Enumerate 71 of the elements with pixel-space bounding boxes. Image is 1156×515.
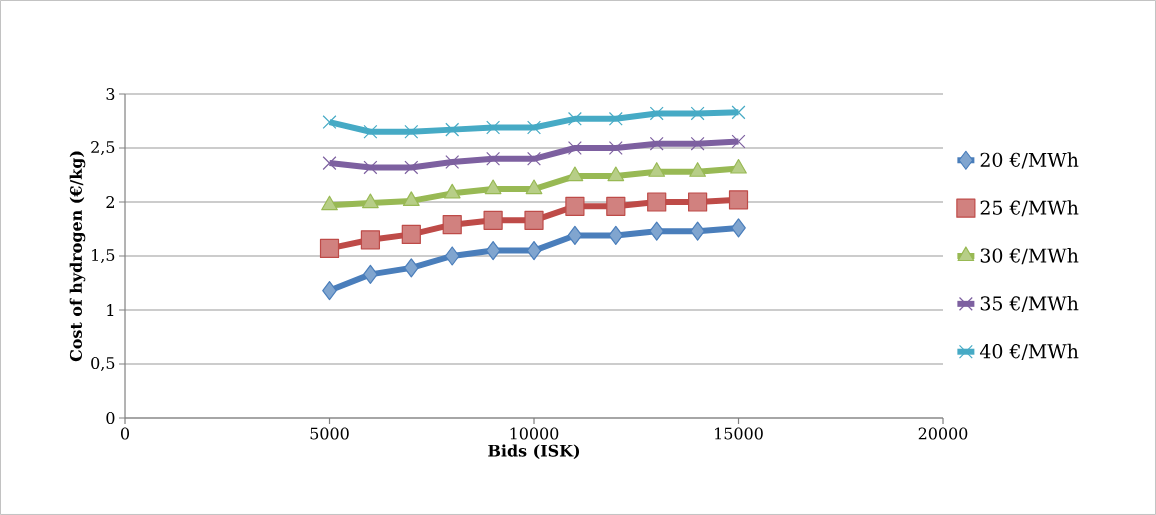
point [728, 190, 749, 210]
point [566, 166, 584, 182]
y-tick-label: 1 [107, 304, 114, 316]
point [567, 225, 583, 246]
point [731, 218, 746, 238]
point [607, 166, 625, 182]
point [363, 160, 378, 175]
x-tick-label: 0 [120, 427, 130, 440]
point [363, 264, 378, 284]
point [690, 106, 705, 121]
y-tick-label: 3 [106, 87, 115, 101]
point [606, 196, 626, 216]
point [445, 122, 460, 137]
legend-label: 35 €/MWh [980, 295, 1079, 313]
x-tick-label: 20000 [918, 427, 968, 440]
point [486, 151, 501, 166]
point [321, 195, 338, 211]
point [322, 115, 337, 130]
legend-label: 20 €/MWh [980, 152, 1079, 169]
point [404, 160, 419, 175]
point [486, 120, 501, 135]
point [444, 246, 460, 266]
point [360, 230, 381, 250]
point [322, 280, 337, 301]
y-tick-label: 0 [106, 411, 115, 425]
point [647, 192, 667, 212]
x-tick-label: 5000 [310, 427, 349, 440]
x-tick-label: 10000 [510, 427, 559, 440]
point [690, 221, 705, 241]
legend-label: 40 €/MWh [979, 343, 1079, 360]
y-tick-label: 1,5 [92, 248, 115, 263]
point [526, 240, 542, 261]
point [402, 191, 420, 206]
point [403, 258, 419, 278]
point [362, 193, 379, 209]
point [527, 151, 541, 166]
point [688, 192, 708, 212]
point [485, 240, 501, 261]
point [648, 162, 666, 177]
y-tick-label: 2 [106, 196, 114, 208]
point [484, 179, 502, 195]
point [731, 134, 746, 149]
y-axis-title: Cost of hydrogen (€/kg) [69, 151, 86, 362]
point [363, 124, 378, 139]
point [404, 124, 419, 139]
point [731, 105, 746, 120]
point [567, 111, 582, 126]
point [525, 179, 543, 195]
legend-label: 30 €/MWh [980, 248, 1079, 265]
point [649, 221, 665, 241]
x-tick-label: 15000 [715, 427, 763, 440]
point [445, 155, 460, 169]
point [401, 224, 421, 244]
y-tick-label: 2,5 [91, 140, 115, 155]
point [690, 136, 705, 151]
point [608, 111, 623, 126]
legend-label: 25 €/MWh [980, 200, 1079, 217]
point [608, 225, 624, 246]
point [443, 183, 461, 199]
point [527, 120, 541, 135]
point [524, 210, 544, 230]
y-tick-label: 0,5 [91, 356, 115, 371]
point [322, 156, 337, 171]
point [483, 210, 503, 230]
point [565, 196, 585, 216]
point [319, 238, 340, 259]
point [649, 106, 664, 121]
point [442, 215, 462, 235]
point [689, 162, 707, 177]
point [608, 141, 623, 155]
x-axis-title: Bids (ISK) [488, 444, 580, 459]
